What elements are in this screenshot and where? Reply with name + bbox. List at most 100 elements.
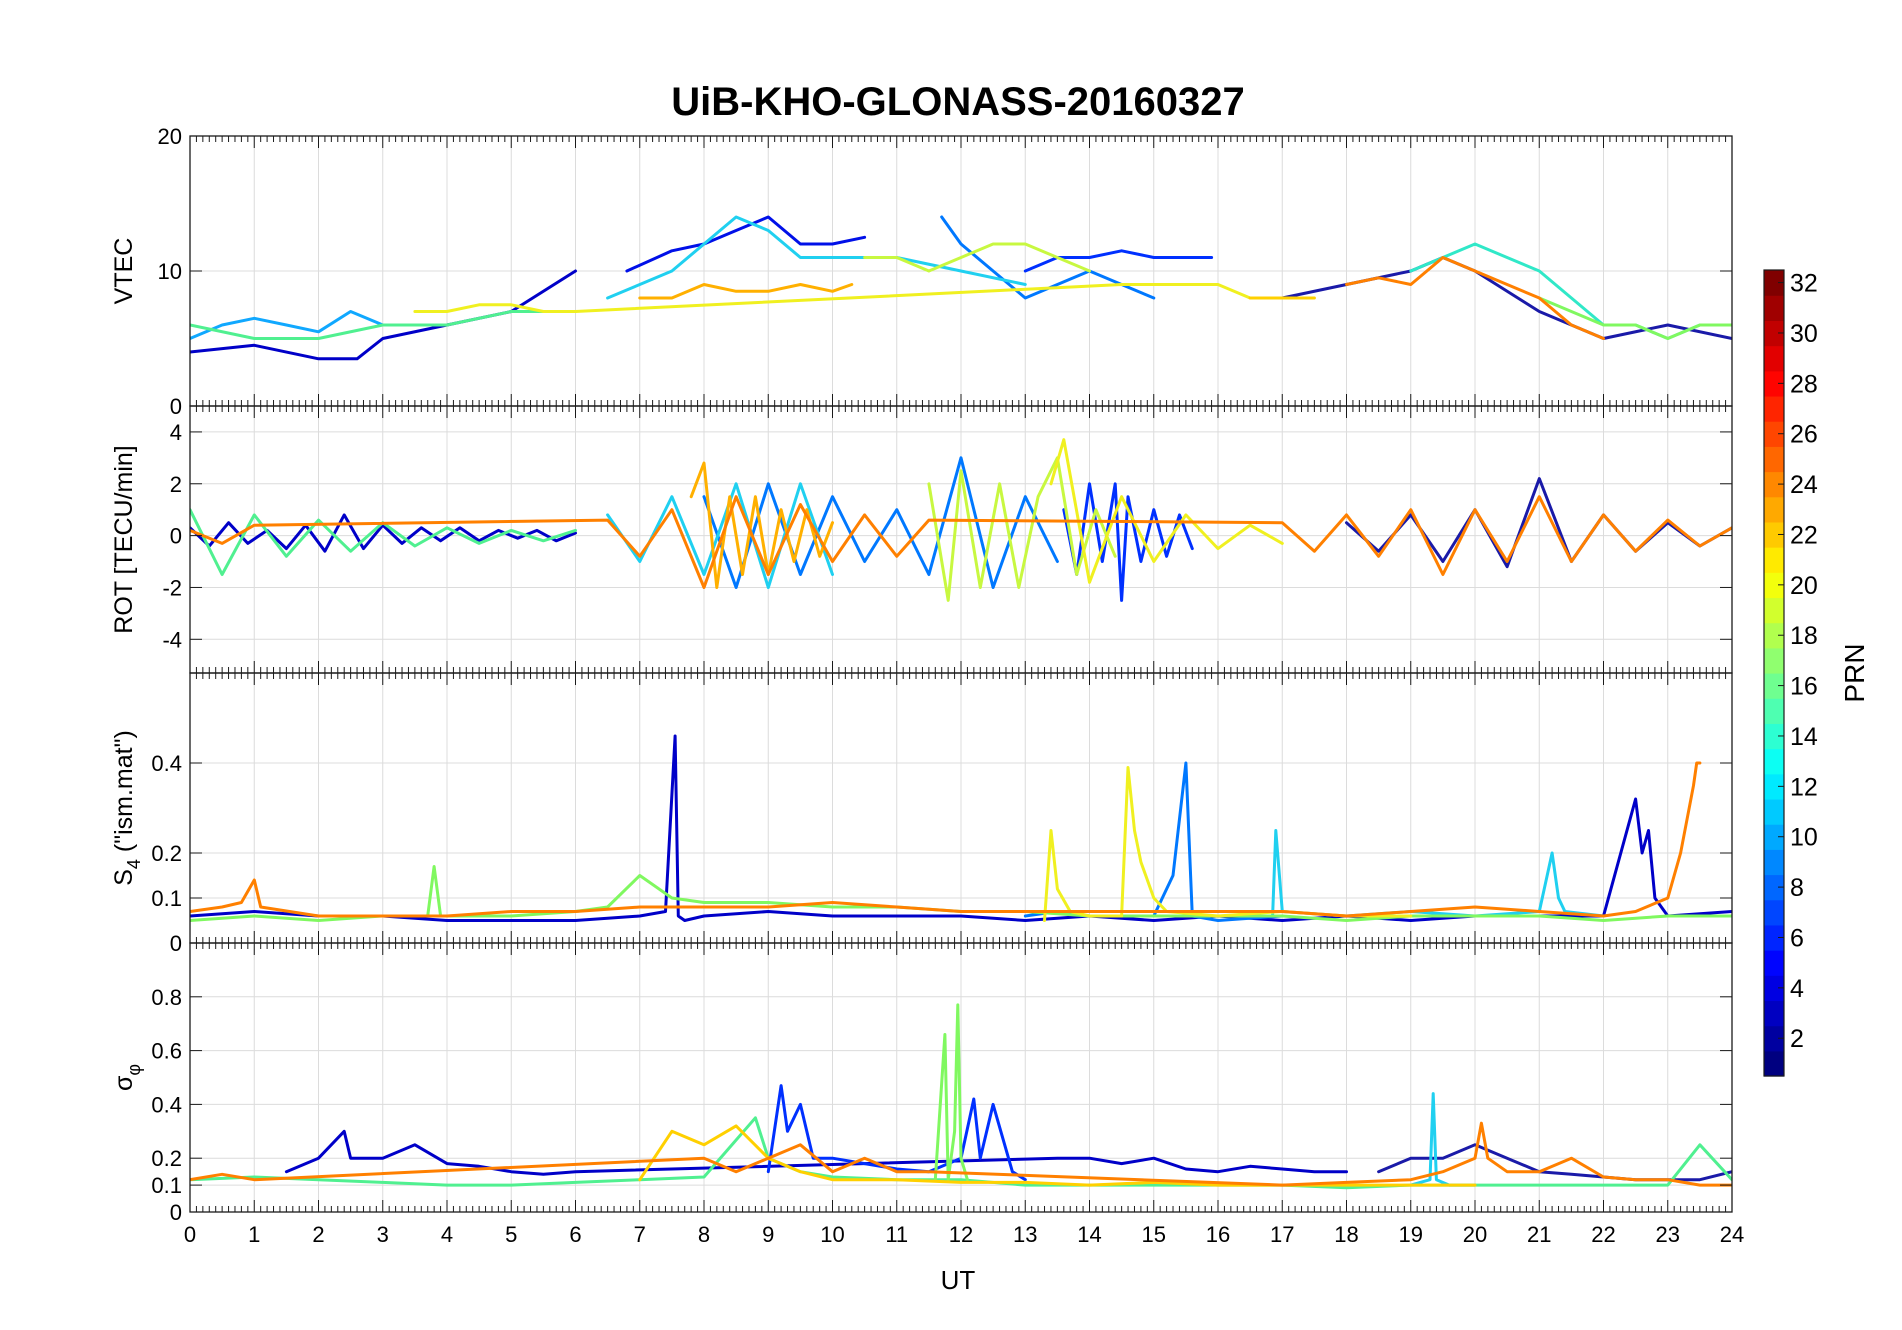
- colorbar-swatch: [1764, 320, 1784, 347]
- x-tick-label: 21: [1527, 1222, 1551, 1247]
- series-line-prn-2: [190, 513, 577, 553]
- series-line-prn-24: [1345, 256, 1605, 340]
- y-axis-label: S4 ("ism.mat"): [110, 730, 144, 886]
- colorbar-tick-label: 22: [1790, 521, 1818, 549]
- x-tick-label: 0: [184, 1222, 196, 1247]
- x-tick-label: 11: [885, 1222, 908, 1247]
- series-line-prn-2: [190, 734, 1732, 922]
- colorbar-tick-label: 26: [1790, 421, 1818, 449]
- y-axis-label-main: S: [110, 869, 138, 886]
- x-tick-label: 15: [1142, 1222, 1166, 1247]
- x-tick-label: 24: [1720, 1222, 1744, 1247]
- series-group: [190, 1003, 1732, 1190]
- x-tick-label: 18: [1334, 1222, 1358, 1247]
- colorbar-swatch: [1764, 647, 1784, 674]
- colorbar-swatch: [1764, 345, 1784, 372]
- y-axis-label: ROT [TECU/min]: [110, 445, 138, 633]
- series-group: [190, 215, 1732, 361]
- y-axis-label-subscript: 4: [124, 859, 144, 869]
- colorbar-swatch: [1764, 748, 1784, 775]
- series-line-prn-20: [1049, 438, 1284, 584]
- x-tick-label: 17: [1270, 1222, 1294, 1247]
- y-tick-label: 0.1: [151, 1173, 182, 1198]
- y-tick-label: -4: [162, 627, 182, 652]
- colorbar-swatch: [1764, 370, 1784, 397]
- colorbar-swatch: [1764, 950, 1784, 976]
- series-line-prn-12: [1248, 829, 1605, 918]
- y-tick-label: 0.6: [151, 1039, 182, 1064]
- series-line-prn-17: [933, 1003, 969, 1182]
- colorbar-swatch: [1764, 1000, 1784, 1027]
- colorbar-swatch: [1764, 597, 1784, 624]
- colorbar-tick-label: 2: [1790, 1025, 1804, 1053]
- x-tick-label: 1: [248, 1222, 260, 1247]
- colorbar-swatch: [1764, 270, 1784, 296]
- series-line-prn-9: [940, 215, 1156, 300]
- colorbar-swatch: [1764, 773, 1784, 800]
- colorbar-swatch: [1764, 622, 1784, 649]
- x-tick-label: 10: [820, 1222, 844, 1247]
- colorbar-swatch: [1764, 496, 1784, 523]
- series-line-prn-15: [190, 310, 577, 340]
- y-axis-label: VTEC: [110, 238, 138, 305]
- x-tick-label: 7: [634, 1222, 646, 1247]
- colorbar-swatch: [1764, 1050, 1784, 1077]
- series-line-prn-12: [606, 215, 1027, 300]
- y-axis-label-subscript: φ: [124, 1064, 144, 1076]
- y-axis-label-rest: ("ism.mat"): [110, 730, 138, 859]
- x-tick-label: 23: [1656, 1222, 1680, 1247]
- y-tick-label: 10: [158, 259, 182, 284]
- colorbar-tick-label: 24: [1790, 471, 1818, 499]
- y-tick-label: 0.4: [151, 1092, 182, 1117]
- colorbar-swatch: [1764, 824, 1784, 850]
- colorbar-swatch: [1764, 673, 1784, 699]
- series-line-prn-16: [1537, 296, 1732, 340]
- colorbar-swatch: [1764, 975, 1784, 1002]
- x-tick-label: 4: [441, 1222, 453, 1247]
- colorbar-swatch: [1764, 395, 1784, 422]
- colorbar-swatch: [1764, 899, 1784, 926]
- colorbar-tick-label: 12: [1790, 773, 1818, 801]
- colorbar-swatch: [1764, 698, 1784, 724]
- x-tick-label: 3: [377, 1222, 389, 1247]
- series-line-prn-24: [190, 761, 1702, 918]
- colorbar-swatch: [1764, 874, 1784, 901]
- y-tick-label: 0.2: [151, 1146, 182, 1171]
- x-tick-label: 8: [698, 1222, 710, 1247]
- series-line-prn-18: [863, 242, 1091, 273]
- x-tick-label: 9: [762, 1222, 774, 1247]
- colorbar-swatch: [1764, 849, 1784, 876]
- series-line-prn-24: [190, 1121, 1732, 1187]
- series-line-prn-22: [638, 283, 854, 300]
- y-tick-label: 0.4: [151, 751, 182, 776]
- y-tick-label: 0.2: [151, 841, 182, 866]
- colorbar-swatch: [1764, 798, 1784, 825]
- x-tick-label: 16: [1206, 1222, 1230, 1247]
- x-tick-label: 14: [1077, 1222, 1101, 1247]
- y-tick-label: 20: [158, 124, 182, 149]
- x-tick-label: 20: [1463, 1222, 1487, 1247]
- x-tick-label: 19: [1399, 1222, 1423, 1247]
- colorbar-swatch: [1764, 471, 1784, 498]
- colorbar-swatch: [1764, 446, 1784, 473]
- colorbar-swatch: [1764, 295, 1784, 321]
- colorbar-tick-label: 14: [1790, 723, 1818, 751]
- colorbar-swatch: [1764, 547, 1784, 573]
- x-tick-label: 5: [505, 1222, 517, 1247]
- series-line-prn-20: [413, 283, 1284, 313]
- series-line-prn-4: [766, 1084, 1027, 1182]
- colorbar-swatch: [1764, 1025, 1784, 1052]
- y-tick-label: 0.8: [151, 985, 182, 1010]
- series-line-prn-4: [1062, 482, 1194, 602]
- series-line-prn-24: [190, 495, 1732, 589]
- series-group: [190, 438, 1732, 602]
- x-tick-label: 6: [569, 1222, 581, 1247]
- panel-2: -4 -2 0 2 4 ROT [TECU/min]: [110, 405, 1733, 674]
- colorbar-swatch: [1764, 521, 1784, 548]
- colorbar-swatch: [1764, 924, 1784, 951]
- y-tick-label: 0.1: [151, 886, 182, 911]
- colorbar-tick-label: 30: [1790, 320, 1818, 348]
- y-tick-label: 2: [170, 472, 182, 497]
